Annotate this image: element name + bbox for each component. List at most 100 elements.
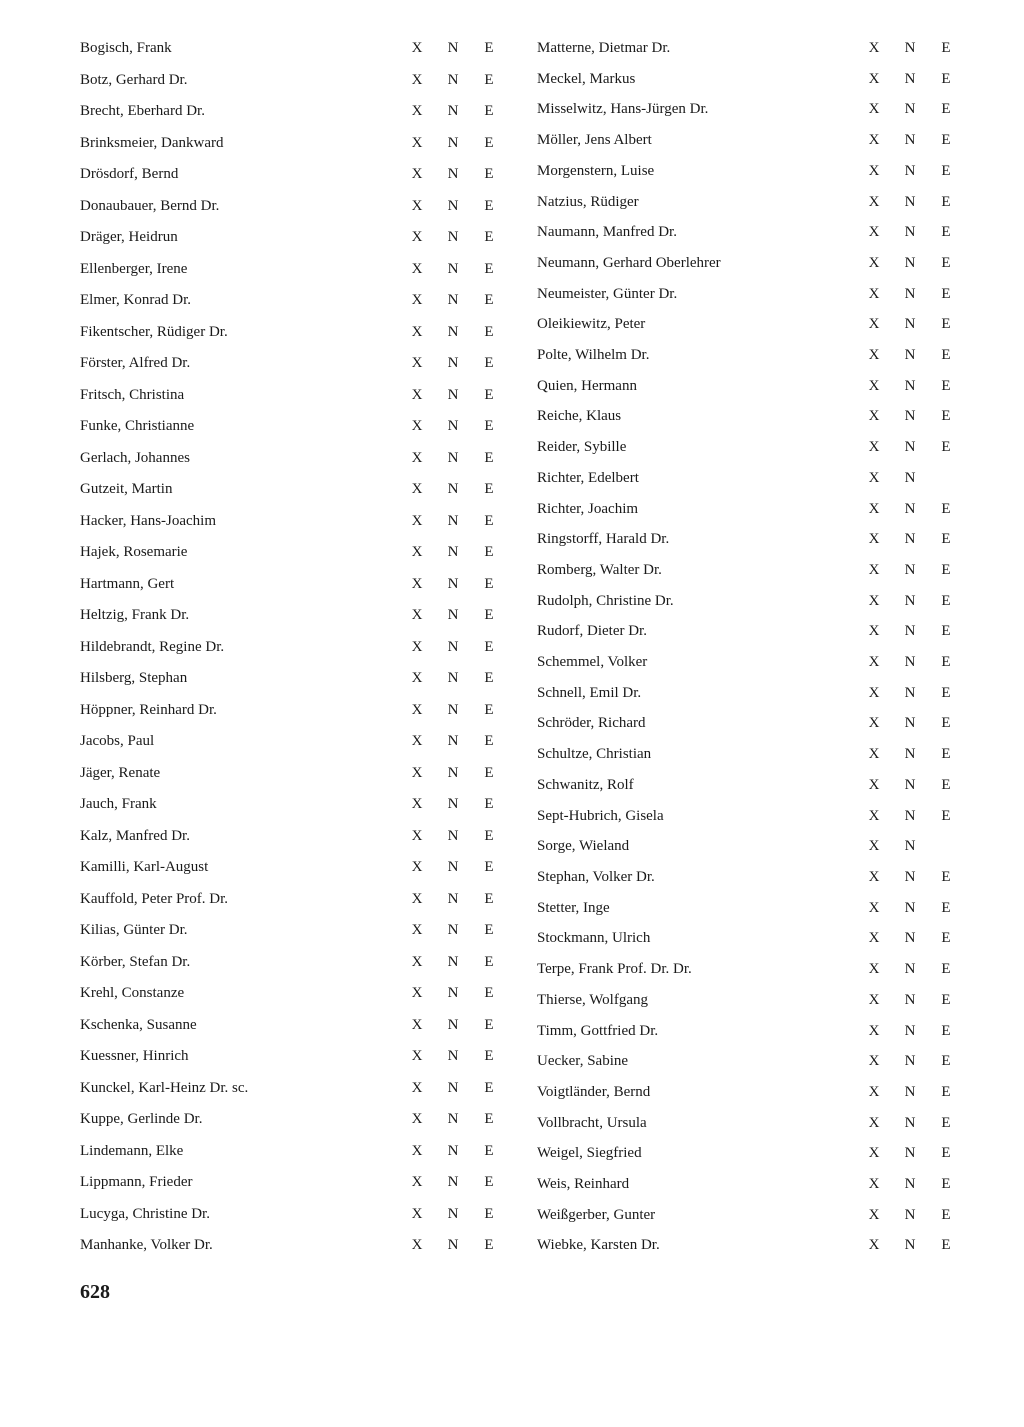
mark-e: E — [471, 1111, 507, 1128]
mark-x: X — [856, 1084, 892, 1101]
table-row: Stockmann, UlrichXNE — [537, 930, 964, 961]
table-row: Oleikiewitz, PeterXNE — [537, 316, 964, 347]
mark-n: N — [892, 562, 928, 579]
mark-n: N — [892, 1053, 928, 1070]
mark-n: N — [892, 531, 928, 548]
mark-n: N — [892, 408, 928, 425]
table-row: Botz, Gerhard Dr.XNE — [80, 72, 507, 104]
person-name: Schemmel, Volker — [537, 654, 856, 671]
person-name: Höppner, Reinhard Dr. — [80, 702, 399, 719]
mark-n: N — [435, 796, 471, 813]
table-row: Rudorf, Dieter Dr.XNE — [537, 623, 964, 654]
person-name: Möller, Jens Albert — [537, 132, 856, 149]
person-name: Hajek, Rosemarie — [80, 544, 399, 561]
mark-e: E — [471, 481, 507, 498]
mark-x: X — [856, 623, 892, 640]
table-row: Weigel, SiegfriedXNE — [537, 1145, 964, 1176]
mark-x: X — [399, 103, 435, 120]
mark-e: E — [471, 796, 507, 813]
mark-n: N — [435, 1080, 471, 1097]
person-name: Reider, Sybille — [537, 439, 856, 456]
mark-e: E — [471, 72, 507, 89]
mark-e: E — [471, 418, 507, 435]
table-row: Kunckel, Karl-Heinz Dr. sc.XNE — [80, 1080, 507, 1112]
table-row: Brecht, Eberhard Dr.XNE — [80, 103, 507, 135]
person-name: Weigel, Siegfried — [537, 1145, 856, 1162]
mark-n: N — [892, 286, 928, 303]
mark-n: N — [892, 838, 928, 855]
mark-x: X — [856, 501, 892, 518]
mark-x: X — [856, 255, 892, 272]
mark-e: E — [471, 859, 507, 876]
table-row: Gerlach, JohannesXNE — [80, 450, 507, 482]
mark-e: E — [928, 163, 964, 180]
table-row: Höppner, Reinhard Dr.XNE — [80, 702, 507, 734]
mark-e: E — [928, 194, 964, 211]
table-row: Fikentscher, Rüdiger Dr.XNE — [80, 324, 507, 356]
mark-e: E — [928, 869, 964, 886]
table-row: Kalz, Manfred Dr.XNE — [80, 828, 507, 860]
person-name: Hacker, Hans-Joachim — [80, 513, 399, 530]
page-number: 628 — [80, 1281, 964, 1304]
mark-e: E — [928, 562, 964, 579]
mark-n: N — [892, 501, 928, 518]
person-name: Naumann, Manfred Dr. — [537, 224, 856, 241]
person-name: Kilias, Günter Dr. — [80, 922, 399, 939]
mark-x: X — [399, 324, 435, 341]
person-name: Lucyga, Christine Dr. — [80, 1206, 399, 1223]
mark-e: E — [471, 103, 507, 120]
mark-x: X — [399, 1048, 435, 1065]
mark-x: X — [399, 450, 435, 467]
person-name: Gutzeit, Martin — [80, 481, 399, 498]
person-name: Richter, Edelbert — [537, 470, 856, 487]
table-row: Terpe, Frank Prof. Dr. Dr.XNE — [537, 961, 964, 992]
table-row: Heltzig, Frank Dr.XNE — [80, 607, 507, 639]
mark-n: N — [892, 992, 928, 1009]
mark-e: E — [928, 501, 964, 518]
person-name: Kauffold, Peter Prof. Dr. — [80, 891, 399, 908]
mark-x: X — [399, 828, 435, 845]
mark-n: N — [892, 378, 928, 395]
mark-e: E — [928, 654, 964, 671]
table-row: Meckel, MarkusXNE — [537, 71, 964, 102]
mark-x: X — [856, 1145, 892, 1162]
table-row: Sept-Hubrich, GiselaXNE — [537, 808, 964, 839]
mark-n: N — [892, 347, 928, 364]
mark-n: N — [435, 72, 471, 89]
person-name: Stetter, Inge — [537, 900, 856, 917]
mark-n: N — [435, 670, 471, 687]
table-row: Drösdorf, BerndXNE — [80, 166, 507, 198]
person-name: Ringstorff, Harald Dr. — [537, 531, 856, 548]
table-row: Natzius, RüdigerXNE — [537, 194, 964, 225]
mark-n: N — [892, 1237, 928, 1254]
mark-e: E — [471, 513, 507, 530]
mark-n: N — [892, 1023, 928, 1040]
mark-e: E — [471, 1143, 507, 1160]
mark-e: E — [471, 828, 507, 845]
mark-n: N — [435, 1017, 471, 1034]
mark-e: E — [928, 255, 964, 272]
mark-e: E — [928, 1145, 964, 1162]
mark-n: N — [435, 733, 471, 750]
mark-e: E — [928, 900, 964, 917]
mark-x: X — [856, 408, 892, 425]
person-name: Sorge, Wieland — [537, 838, 856, 855]
mark-n: N — [892, 163, 928, 180]
mark-x: X — [399, 166, 435, 183]
person-name: Thierse, Wolfgang — [537, 992, 856, 1009]
mark-x: X — [856, 992, 892, 1009]
mark-n: N — [435, 1206, 471, 1223]
mark-n: N — [435, 828, 471, 845]
table-row: Ringstorff, Harald Dr.XNE — [537, 531, 964, 562]
mark-n: N — [435, 765, 471, 782]
mark-x: X — [856, 808, 892, 825]
mark-x: X — [856, 470, 892, 487]
mark-n: N — [892, 1084, 928, 1101]
mark-n: N — [892, 593, 928, 610]
person-name: Funke, Christianne — [80, 418, 399, 435]
mark-n: N — [892, 316, 928, 333]
mark-x: X — [856, 224, 892, 241]
mark-x: X — [856, 900, 892, 917]
mark-x: X — [856, 378, 892, 395]
table-row: Krehl, ConstanzeXNE — [80, 985, 507, 1017]
